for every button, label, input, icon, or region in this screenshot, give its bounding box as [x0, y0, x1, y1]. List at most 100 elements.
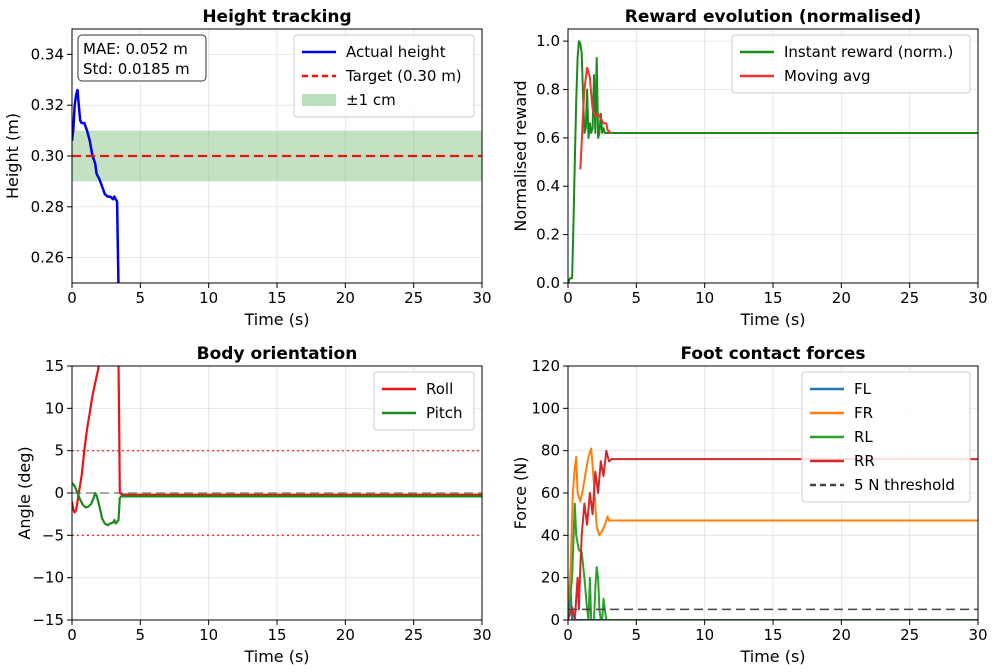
chart-title: Foot contact forces	[680, 344, 865, 364]
x-tick-label: 5	[136, 626, 146, 644]
y-tick-label: 0.28	[31, 198, 64, 216]
stats-text: MAE: 0.052 m	[83, 40, 188, 58]
x-tick-label: 20	[336, 289, 355, 307]
x-tick-label: 25	[900, 626, 919, 644]
legend-label-moving-avg: Moving avg	[784, 67, 871, 85]
series-line-pitch	[72, 482, 482, 527]
legend-label-5-n-threshold: 5 N threshold	[854, 476, 955, 494]
stats-text: Std: 0.0185 m	[83, 60, 190, 78]
y-tick-label: 0.4	[536, 177, 560, 195]
legend: FL FR RL RR 5 N threshold	[801, 371, 971, 503]
chart-title: Body orientation	[197, 344, 358, 364]
legend: Roll Pitch	[373, 371, 475, 431]
y-tick-label: 80	[541, 442, 560, 460]
legend: Actual height Target (0.30 m) ±1 cm	[293, 34, 475, 118]
y-tick-label: 120	[531, 357, 560, 375]
y-tick-label: −5	[42, 526, 64, 544]
y-axis-label: Angle (deg)	[15, 446, 34, 539]
body-orientation-panel: 0 5 10 15 20 25 30 −15 −10 −5 0 5 10 15 Body orientati…	[15, 344, 492, 666]
legend-label-1-cm: ±1 cm	[346, 91, 396, 109]
x-tick-label: 0	[67, 626, 77, 644]
legend-label-instant-reward-norm: Instant reward (norm.)	[784, 43, 953, 61]
series-line-rl	[568, 502, 978, 620]
series-line-actual-height	[72, 88, 120, 283]
legend-label-pitch: Pitch	[426, 404, 463, 422]
y-tick-label: 15	[45, 357, 64, 375]
x-axis-label: Time (s)	[739, 310, 805, 329]
x-tick-label: 20	[832, 289, 851, 307]
legend-box	[293, 34, 475, 118]
height-tracking-panel: 0 5 10 15 20 25 30 0.26 0.28 0.30 0.32 0.34 Height t…	[3, 7, 492, 329]
y-tick-label: 0.32	[31, 96, 64, 114]
series-line-roll	[72, 366, 482, 514]
y-tick-label: 0.8	[536, 80, 560, 98]
series-line-moving-avg	[579, 66, 612, 170]
legend-label-fl: FL	[854, 380, 872, 398]
legend-label-roll: Roll	[426, 380, 453, 398]
x-tick-label: 30	[968, 289, 987, 307]
x-tick-label: 15	[763, 626, 782, 644]
x-tick-label: 10	[695, 626, 714, 644]
y-tick-label: 100	[531, 399, 560, 417]
x-axis-label: Time (s)	[739, 647, 805, 666]
reward-evolution-panel: 0 5 10 15 20 25 30 0.0 0.2 0.4 0.6 0.8 1.0 Reward evo…	[511, 7, 988, 329]
x-tick-label: 15	[267, 289, 286, 307]
x-tick-label: 30	[472, 626, 491, 644]
legend: Instant reward (norm.) Moving avg	[731, 34, 971, 94]
x-tick-label: 25	[404, 626, 423, 644]
y-tick-label: 0.2	[536, 226, 560, 244]
x-tick-label: 20	[336, 626, 355, 644]
stats-box	[77, 34, 207, 82]
x-tick-label: 0	[67, 289, 77, 307]
x-tick-label: 25	[900, 289, 919, 307]
x-tick-label: 5	[632, 626, 642, 644]
x-axis-label: Time (s)	[243, 310, 309, 329]
legend-box	[373, 371, 475, 431]
y-axis-label: Force (N)	[511, 457, 530, 530]
x-tick-label: 0	[563, 626, 573, 644]
y-tick-label: −10	[32, 569, 64, 587]
x-tick-label: 15	[763, 289, 782, 307]
y-tick-label: 0.30	[31, 147, 64, 165]
y-axis-label: Normalised reward	[511, 80, 530, 231]
y-axis-label: Height (m)	[3, 113, 22, 199]
x-tick-label: 5	[136, 289, 146, 307]
y-tick-label: 20	[541, 569, 560, 587]
series-line-instant-reward-norm	[568, 40, 978, 283]
legend-label-rl: RL	[854, 428, 873, 446]
y-tick-label: 0.34	[31, 45, 64, 63]
chart-title: Reward evolution (normalised)	[625, 7, 922, 27]
foot-contact-panel: 0 5 10 15 20 25 30 0 20 40 60 80 100 120 Foot contact …	[511, 344, 988, 666]
y-tick-label: 0	[550, 611, 560, 629]
legend-label-target-0-30-m: Target (0.30 m)	[345, 67, 462, 85]
legend-label-fr: FR	[854, 404, 873, 422]
legend-label-actual-height: Actual height	[346, 43, 446, 61]
x-tick-label: 25	[404, 289, 423, 307]
legend-box	[801, 371, 971, 503]
chart-title: Height tracking	[202, 7, 351, 27]
y-tick-label: 60	[541, 484, 560, 502]
y-tick-label: 0	[54, 484, 64, 502]
y-tick-label: 0.26	[31, 249, 64, 267]
y-tick-label: 0.6	[536, 129, 560, 147]
series-line-fr	[568, 447, 978, 614]
y-tick-label: 1.0	[536, 32, 560, 50]
x-tick-label: 5	[632, 289, 642, 307]
x-tick-label: 20	[832, 626, 851, 644]
y-tick-label: 5	[54, 442, 64, 460]
x-tick-label: 10	[199, 289, 218, 307]
y-tick-label: 40	[541, 526, 560, 544]
x-tick-label: 10	[199, 626, 218, 644]
legend-label-rr: RR	[854, 452, 875, 470]
x-tick-label: 0	[563, 289, 573, 307]
y-tick-label: −15	[32, 611, 64, 629]
legend-box	[731, 34, 971, 94]
series-line-rr	[568, 449, 978, 620]
legend-swatch-1-cm	[302, 94, 336, 106]
y-tick-label: 10	[45, 399, 64, 417]
x-tick-label: 30	[472, 289, 491, 307]
x-tick-label: 15	[267, 626, 286, 644]
y-tick-label: 0.0	[536, 274, 560, 292]
x-tick-label: 30	[968, 626, 987, 644]
